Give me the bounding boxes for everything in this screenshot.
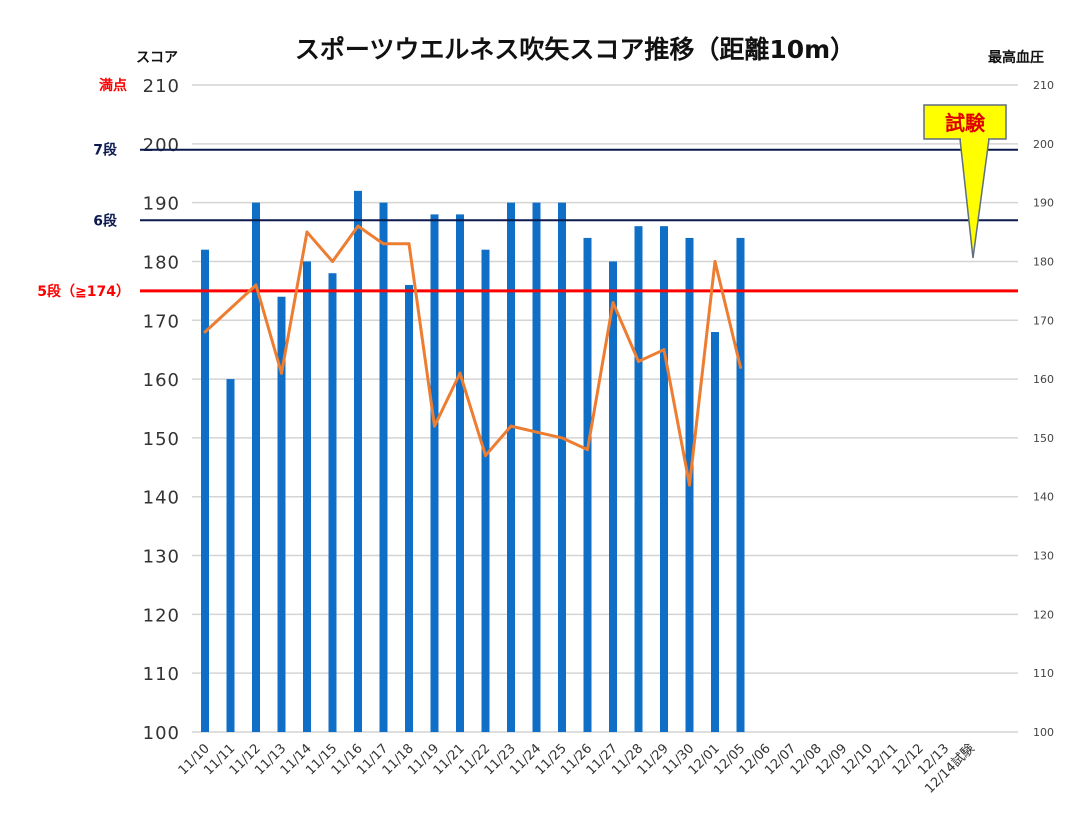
score-bars [201,190,745,733]
line-point [637,359,640,363]
y-tick-label-left: 100 [143,723,180,744]
y-tick-label-right: 170 [1033,314,1054,327]
y-axis-label-left: スコア [136,50,178,66]
line-point [203,330,207,334]
line-point [280,371,283,375]
ref-label: 7段 [93,142,117,159]
score-bar [379,202,388,733]
score-bar [532,202,541,733]
score-bar [201,249,209,732]
line-point [662,348,666,352]
callout-pointer [959,138,990,259]
score-bar [252,202,260,733]
y-tick-label-left: 180 [143,252,180,273]
y-tick-label-right: 140 [1033,491,1054,504]
score-bar [609,261,617,732]
score-bar [328,273,337,732]
line-point [713,259,717,263]
y-tick-label-left: 210 [143,76,180,97]
gridlines [192,84,1018,733]
y-tick-label-left: 170 [143,311,180,332]
line-point [458,371,462,375]
y-ticks-right: 100 110 120 130 140 150 160 170 180 190 200 210 [1033,79,1054,739]
score-bar [277,296,286,732]
score-bar [634,226,643,732]
line-point [305,230,309,234]
y-tick-label-left: 130 [143,547,180,568]
line-point [331,259,334,263]
y-tick-label-left: 150 [143,429,180,450]
line-point [560,436,564,440]
y-tick-label-right: 200 [1033,138,1054,151]
line-point [688,483,691,487]
score-bar [736,237,745,732]
line-point [229,307,232,311]
line-point [509,424,513,428]
line-point [611,301,615,305]
y-tick-label-right: 160 [1033,373,1054,386]
chart-title: スポーツウエルネス吹矢スコア推移（距離10m） [295,35,855,64]
y-tick-label-right: 110 [1033,667,1054,680]
line-point [356,224,360,228]
y-tick-label-left: 120 [143,605,180,626]
rank-reference-lines: 満点 7段 6段 5段（≧174） [37,77,1018,300]
callout-label: 試験 [945,111,986,135]
x-ticks: 11/1011/1111/1211/1311/1411/1511/1611/17… [176,741,978,797]
y-tick-label-left: 140 [143,488,180,509]
score-bar [660,226,668,732]
y-tick-label-left: 190 [143,194,180,215]
y-tick-label-right: 150 [1033,432,1054,445]
line-point [586,448,589,452]
line-point [407,242,411,246]
ref-label: 6段 [93,212,117,229]
score-bar [226,379,235,732]
score-bar [583,237,592,732]
score-bar [430,214,439,732]
line-point [382,242,385,246]
y-tick-label-left: 160 [143,370,180,391]
ref-label: 5段（≧174） [37,283,130,300]
exam-callout: 試験 [923,104,1007,259]
line-point [484,454,487,458]
y-tick-label-right: 210 [1033,79,1054,92]
y-tick-label-right: 130 [1033,550,1054,563]
line-point [535,430,538,434]
y-tick-label-right: 120 [1033,608,1054,621]
score-bar [507,202,515,733]
line-point [433,424,436,428]
score-bar [558,202,566,733]
y-tick-label-right: 100 [1033,726,1054,739]
score-bar [303,261,311,732]
y-tick-label-left: 200 [143,135,180,156]
line-point [254,283,258,287]
score-bar [456,214,464,732]
y-tick-label-left: 110 [143,664,180,685]
score-bar [354,190,362,732]
ref-label: 満点 [99,77,127,94]
y-tick-label-right: 190 [1033,197,1054,210]
blood-pressure-line [203,224,742,487]
score-bar [711,332,719,732]
y-axis-label-right: 最高血圧 [988,49,1044,66]
y-ticks-left: 100 110 120 130 140 150 160 170 180 190 200 210 [143,76,180,744]
line-point [739,365,742,369]
callout-box [923,104,1007,140]
score-bar [481,249,490,732]
y-tick-label-right: 180 [1033,255,1054,268]
line-series [203,224,742,487]
score-bar [405,284,413,732]
